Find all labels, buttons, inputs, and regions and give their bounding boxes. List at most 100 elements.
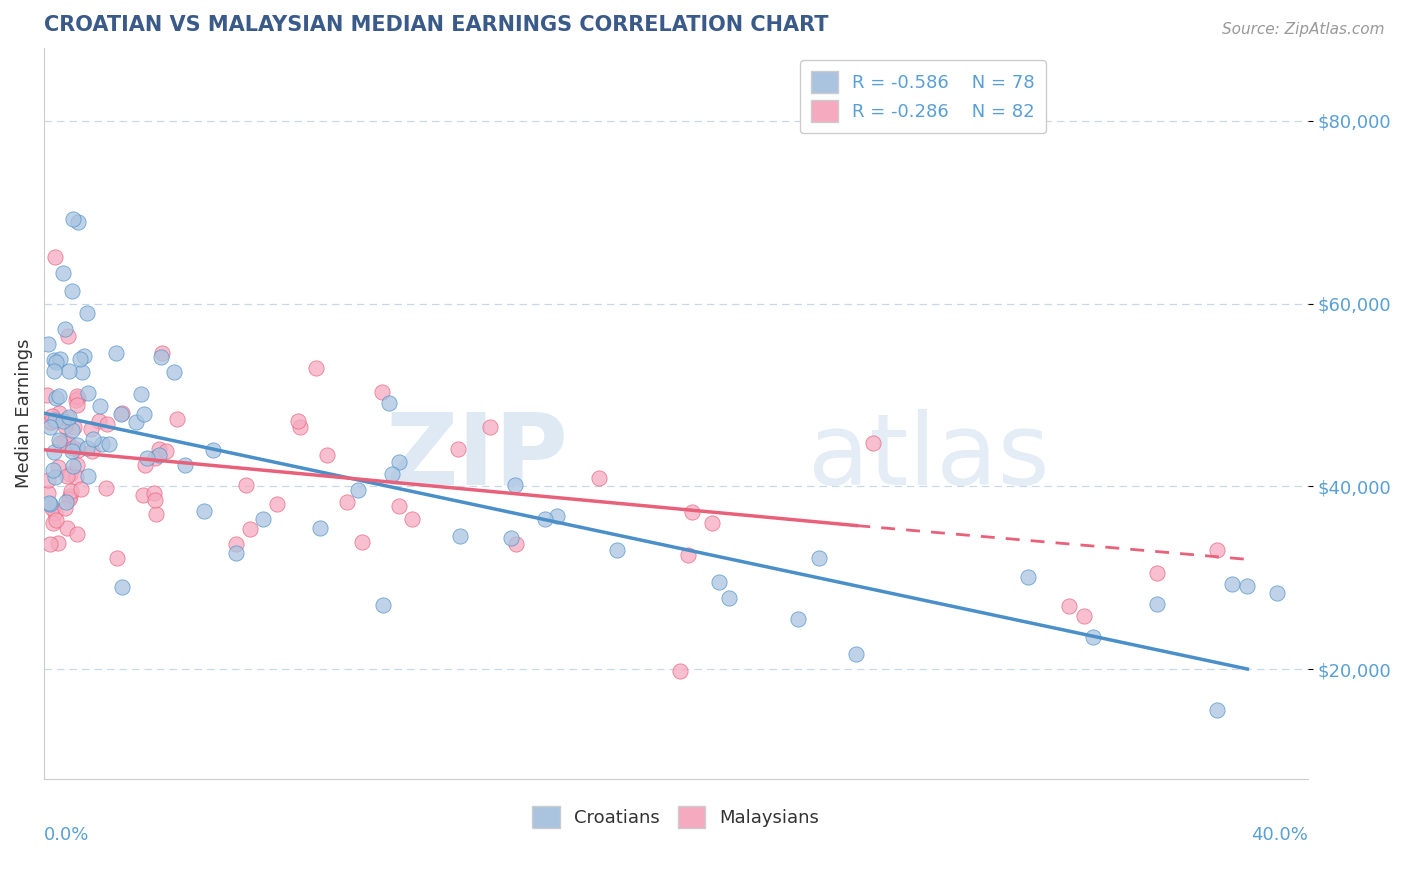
Point [145, 492, 167, 507]
Point [37, 473, 59, 487]
Point [143, 486, 166, 500]
Point [76, 385, 98, 400]
Point [38, 537, 60, 551]
Point [107, 551, 129, 566]
Point [135, 451, 157, 466]
Point [44, 364, 66, 378]
Point [132, 488, 155, 502]
Point [150, 350, 173, 364]
Point [49, 436, 72, 450]
Point [1267, 585, 1289, 599]
Point [58, 467, 80, 482]
Point [44, 506, 66, 520]
Point [134, 458, 156, 472]
Point [62, 423, 84, 437]
Point [42, 445, 65, 459]
Point [145, 507, 167, 521]
Point [388, 499, 411, 513]
Point [62, 442, 84, 456]
Text: 40.0%: 40.0% [1251, 826, 1308, 844]
Point [69, 482, 91, 496]
Point [381, 467, 404, 482]
Point [37, 485, 59, 500]
Point [336, 494, 359, 508]
Point [505, 537, 527, 551]
Point [62, 459, 84, 474]
Point [53, 434, 76, 448]
Point [546, 509, 568, 524]
Point [80, 443, 103, 458]
Point [166, 412, 188, 426]
Point [225, 536, 247, 550]
Point [38, 497, 60, 511]
Point [60, 483, 83, 498]
Point [1081, 630, 1104, 644]
Point [346, 483, 368, 497]
Point [606, 543, 628, 558]
Point [52, 266, 75, 280]
Point [388, 455, 411, 469]
Point [676, 548, 699, 562]
Point [80, 422, 103, 436]
Point [89, 399, 111, 413]
Point [148, 448, 170, 462]
Point [193, 504, 215, 518]
Point [58, 436, 80, 450]
Point [132, 407, 155, 421]
Point [131, 387, 153, 401]
Point [66, 215, 89, 229]
Point [42, 516, 65, 530]
Point [225, 546, 247, 560]
Point [44, 470, 66, 484]
Point [111, 581, 134, 595]
Point [37, 337, 59, 351]
Point [1073, 609, 1095, 624]
Point [350, 535, 373, 549]
Point [174, 458, 197, 472]
Point [38, 420, 60, 434]
Point [49, 351, 72, 366]
Point [51, 414, 73, 428]
Point [111, 406, 134, 420]
Point [67, 442, 90, 457]
Point [69, 351, 91, 366]
Point [700, 516, 723, 531]
Point [91, 437, 114, 451]
Point [124, 415, 146, 429]
Point [66, 526, 89, 541]
Point [718, 591, 741, 605]
Point [63, 419, 86, 434]
Point [66, 392, 89, 406]
Point [449, 529, 471, 543]
Point [503, 478, 526, 492]
Point [53, 500, 76, 515]
Point [46, 459, 69, 474]
Point [48, 433, 70, 447]
Point [163, 365, 186, 379]
Point [55, 418, 77, 433]
Point [58, 410, 80, 425]
Point [266, 497, 288, 511]
Point [82, 432, 104, 446]
Point [588, 471, 610, 485]
Point [235, 478, 257, 492]
Point [371, 384, 394, 399]
Point [39, 415, 62, 429]
Point [58, 492, 80, 507]
Point [59, 490, 82, 504]
Point [1146, 566, 1168, 581]
Point [478, 419, 501, 434]
Point [1206, 703, 1229, 717]
Point [55, 521, 77, 535]
Point [37, 388, 59, 402]
Point [669, 664, 692, 678]
Point [143, 450, 166, 465]
Point [681, 505, 703, 519]
Point [862, 436, 884, 450]
Point [53, 322, 76, 336]
Point [707, 574, 730, 589]
Point [60, 284, 83, 298]
Point [62, 212, 84, 227]
Point [533, 512, 555, 526]
Point [56, 468, 79, 483]
